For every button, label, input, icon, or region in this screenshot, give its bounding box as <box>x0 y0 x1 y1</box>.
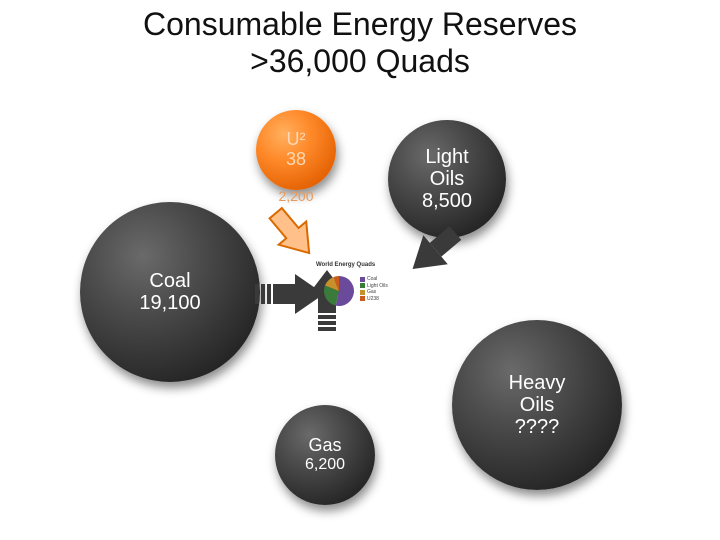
page-title: Consumable Energy Reserves >36,000 Quads <box>0 6 720 80</box>
bubble-coal-label: Coal <box>149 270 190 292</box>
bubble-heavy-label: Heavy Oils <box>509 372 566 416</box>
legend-u238: U238 <box>367 296 379 303</box>
bubble-gas: Gas 6,200 <box>275 405 375 505</box>
bubble-coal: Coal 19,100 <box>80 202 260 382</box>
bubble-heavy-value: ???? <box>515 416 560 439</box>
center-pie-title: World Energy Quads <box>316 262 375 268</box>
bubble-u238: U² 38 <box>256 110 336 190</box>
bubble-coal-value: 19,100 <box>139 292 200 315</box>
center-pie-icon <box>322 274 356 313</box>
bubble-gas-value: 6,200 <box>305 456 345 474</box>
center-pie-legend: Coal Light Oils Gas U238 <box>360 276 388 302</box>
title-line2: >36,000 Quads <box>0 43 720 80</box>
arrow-from-u238 <box>256 196 328 270</box>
bubble-light-value: 8,500 <box>422 190 472 213</box>
bubble-light-label: Light Oils <box>425 146 468 190</box>
bubble-gas-label: Gas <box>308 436 341 456</box>
title-line1: Consumable Energy Reserves <box>0 6 720 43</box>
bubble-heavy-oils: Heavy Oils ???? <box>452 320 622 490</box>
bubble-u238-value: 2,200 <box>256 188 336 204</box>
bubble-u238-label: U² 38 <box>286 130 306 170</box>
